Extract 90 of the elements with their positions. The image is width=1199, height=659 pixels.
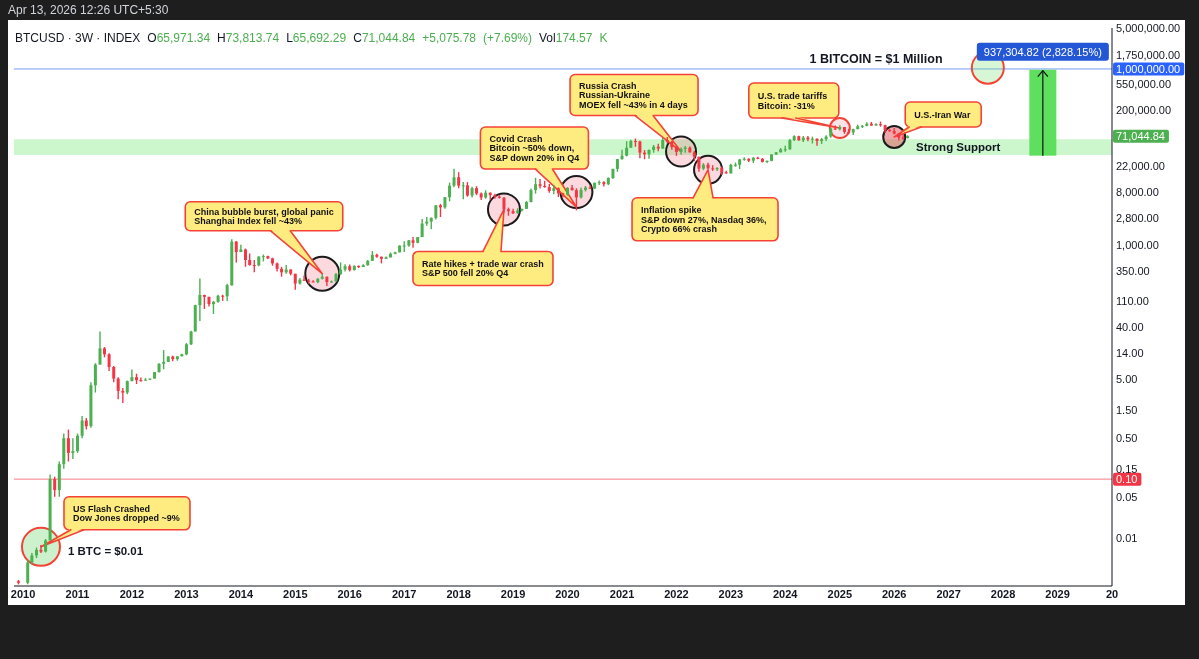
x-tick-label: 2014 xyxy=(228,587,254,600)
candlestick xyxy=(448,181,452,203)
y-tick-label: 5,000,000.00 xyxy=(1116,21,1181,34)
x-tick-label: 2023 xyxy=(718,587,744,600)
x-tick-label: 2029 xyxy=(1045,587,1070,600)
candlestick xyxy=(452,168,456,188)
annotation: US Flash Crashed Dow Jones dropped ~9% xyxy=(72,503,180,524)
candlestick xyxy=(538,178,542,190)
y-tick-label: 550,000.00 xyxy=(1116,78,1172,91)
candlestick xyxy=(647,148,651,160)
candlestick xyxy=(302,274,306,282)
y-tick-label: 1,750,000.00 xyxy=(1116,48,1181,61)
candlestick xyxy=(234,240,238,264)
y-tick-label: 40.00 xyxy=(1116,320,1144,333)
x-tick-label: 2022 xyxy=(664,587,689,600)
y-tick-label: 0.50 xyxy=(1116,432,1138,445)
candlestick xyxy=(270,257,274,267)
x-tick-label: 2015 xyxy=(283,587,308,600)
y-tick-label: 22,000.00 xyxy=(1116,159,1165,172)
x-tick-label: 2012 xyxy=(119,587,145,600)
candlestick xyxy=(35,546,39,559)
y-tick-label: 350.00 xyxy=(1116,265,1150,278)
y-tick-label: 0.10 xyxy=(1116,472,1138,485)
y-tick-label: 5.00 xyxy=(1116,373,1138,386)
candlestick xyxy=(102,346,106,358)
candlestick xyxy=(116,376,120,401)
annotation: 1 BTC = $0.01 xyxy=(67,544,144,557)
candlestick xyxy=(679,146,683,156)
candlestick xyxy=(524,200,528,210)
y-tick-label: 1,000,000.00 xyxy=(1116,62,1181,75)
candlestick xyxy=(66,428,70,463)
candlestick xyxy=(139,376,143,383)
data-label: 937,304.82 (2,828.15%) xyxy=(983,45,1102,58)
candlestick xyxy=(574,187,578,212)
candlestick xyxy=(76,432,79,454)
x-tick-label: 2010 xyxy=(10,587,36,600)
candlestick xyxy=(833,124,837,131)
text: O65,971.34 H73,813.74 L65,692.29 C71,044.84 +5,075.78 (+7.69%) Vol174.57 K xyxy=(147,31,608,45)
annotation: U.S. trade tariffs Bitcoin: -31% xyxy=(757,91,828,111)
candlestick xyxy=(198,277,202,322)
x-tick-label: 20 xyxy=(1105,587,1119,600)
x-tick-label: 2011 xyxy=(65,587,90,600)
y-tick-label: 1,000.00 xyxy=(1116,238,1159,251)
annotation: Russia Crash Russian-Ukraine MOEX fell ~43% in 4 days xyxy=(579,80,688,110)
x-tick-label: 2018 xyxy=(446,587,471,600)
x-tick-label: 2021 xyxy=(609,587,635,600)
annotation: U.S.-Iran War xyxy=(914,109,971,120)
candlestick xyxy=(98,330,102,366)
x-tick-label: 2024 xyxy=(773,587,799,600)
candlestick xyxy=(26,559,30,586)
y-tick-label: 110.00 xyxy=(1116,294,1149,307)
y-tick-label: 0.15 xyxy=(1116,462,1138,475)
y-tick-label: 8,000.00 xyxy=(1116,185,1159,198)
y-tick-label: 14.00 xyxy=(1116,347,1144,360)
candlestick xyxy=(71,437,75,460)
annotation: China bubble burst, global panic Shanghai Index fell ~43% xyxy=(194,206,334,227)
x-tick-label: 2017 xyxy=(392,587,417,600)
candlestick xyxy=(588,184,592,190)
x-tick-label: 2016 xyxy=(337,587,362,600)
y-tick-label: 1.50 xyxy=(1116,404,1138,417)
candlestick xyxy=(879,120,883,128)
candlestick xyxy=(121,387,125,404)
candlestick xyxy=(901,134,905,141)
annotation: Inflation spike S&P down 27%, Nasdaq 36%, Crypto 66% crash xyxy=(641,205,767,235)
x-tick-label: 2019 xyxy=(500,587,526,600)
chart-title: BTCUSD · 3W · INDEX xyxy=(15,31,141,45)
y-tick-label: 0.01 xyxy=(1116,531,1138,544)
x-tick-label: 2013 xyxy=(174,587,199,600)
annotation: Rate hikes + trade war crash S&P 500 fell 20% Q4 xyxy=(421,258,544,279)
candlestick xyxy=(162,349,166,370)
candlestick xyxy=(53,476,57,498)
annotation: 1 BITCOIN = $1 Million xyxy=(809,51,943,66)
candlestick xyxy=(93,362,97,394)
candlestick xyxy=(80,415,84,439)
text: Apr 13, 2026 12:26 UTC+5:30 xyxy=(8,3,169,17)
y-tick-label: 200,000.00 xyxy=(1116,103,1172,116)
x-tick-label: 2020 xyxy=(555,587,580,600)
x-tick-label: 2027 xyxy=(936,587,961,600)
candlestick xyxy=(411,236,415,249)
band-label: Strong Support xyxy=(916,141,1001,154)
y-tick-label: 0.05 xyxy=(1116,490,1138,503)
x-tick-label: 2026 xyxy=(881,587,907,600)
annotation: Covid Crash Bitcoin ~50% down, S&P down 20% in Q4 xyxy=(489,133,580,163)
y-tick-label: 71,044.84 xyxy=(1116,130,1165,143)
x-tick-label: 2025 xyxy=(827,587,853,600)
candlestick xyxy=(244,247,247,268)
x-tick-label: 2028 xyxy=(990,587,1016,600)
candlestick xyxy=(620,148,624,161)
y-tick-label: 2,800.00 xyxy=(1116,212,1159,225)
candlestick xyxy=(39,544,43,554)
